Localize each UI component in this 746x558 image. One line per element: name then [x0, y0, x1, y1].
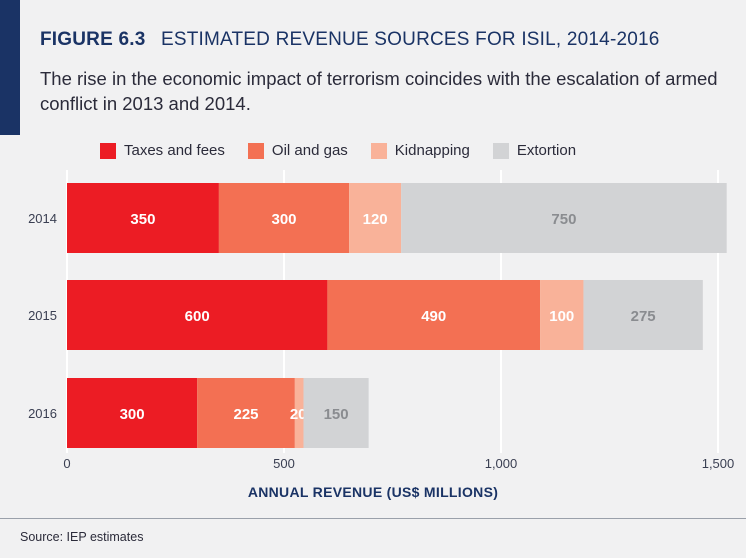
data-label-2016-3: 150 [324, 406, 349, 423]
bar-2014-2 [349, 183, 402, 253]
data-label-2014-2: 120 [363, 211, 388, 228]
legend-item-extortion: Extortion [492, 142, 577, 159]
x-tick-label-0: 0 [63, 456, 70, 471]
bar-2015-2 [540, 280, 584, 350]
category-label-2016: 2016 [28, 406, 57, 421]
bar-2016-3 [303, 378, 369, 448]
bar-2015-3 [583, 280, 703, 350]
x-tick-label-3: 1,500 [702, 456, 735, 471]
data-label-2015-2: 100 [549, 308, 574, 325]
stacked-bar-chart: 2014 350 300 120 750 2015 600 490 100 275 2016 300 2… [28, 170, 735, 471]
chart-legend: Taxes and fees Oil and gas Kidnapping Ex… [100, 142, 599, 159]
source-note: Source: IEP estimates [20, 530, 144, 544]
category-label-2014: 2014 [28, 211, 57, 226]
figure-subtitle: The rise in the economic impact of terro… [40, 68, 718, 114]
bar-2016-1 [197, 378, 295, 448]
data-label-2015-0: 600 [185, 308, 210, 325]
figure-name: ESTIMATED REVENUE SOURCES FOR ISIL, 2014… [160, 29, 660, 50]
bar-2014-3 [401, 183, 727, 253]
legend-swatch-extortion [492, 142, 509, 159]
legend-swatch-oil [247, 142, 264, 159]
bar-2015-0 [67, 280, 328, 350]
bar-2014-0 [67, 183, 219, 253]
x-tick-label-1: 500 [273, 456, 295, 471]
legend-label-taxes: Taxes and fees [124, 142, 225, 159]
bar-2016-2 [294, 378, 304, 448]
legend-label-oil: Oil and gas [271, 142, 348, 159]
legend-item-kidnapping: Kidnapping [370, 142, 470, 159]
data-label-2016-2: 20 [290, 406, 307, 423]
category-label-2015: 2015 [28, 308, 57, 323]
x-axis-title: ANNUAL REVENUE (US$ MILLIONS) [247, 484, 499, 500]
data-label-2014-3: 750 [551, 211, 576, 228]
legend-item-taxes: Taxes and fees [100, 142, 225, 159]
data-label-2014-1: 300 [271, 211, 296, 228]
bar-2016-0 [67, 378, 198, 448]
x-tick-label-2: 1,000 [485, 456, 518, 471]
bar-2014-1 [218, 183, 350, 253]
data-label-2016-0: 300 [120, 406, 145, 423]
legend-swatch-kidnapping [370, 142, 387, 159]
bar-2015-1 [327, 280, 541, 350]
legend-label-extortion: Extortion [516, 142, 577, 159]
legend-label-kidnapping: Kidnapping [394, 142, 470, 159]
figure-number: FIGURE 6.3 [40, 29, 146, 50]
legend-swatch-taxes [100, 142, 116, 159]
figure-title: FIGURE 6.3 ESTIMATED REVENUE SOURCES FOR… [40, 29, 660, 51]
data-label-2015-3: 275 [631, 308, 656, 325]
data-label-2015-1: 490 [421, 308, 446, 325]
footer-divider [0, 518, 746, 519]
data-label-2014-0: 350 [130, 211, 155, 228]
data-label-2016-1: 225 [234, 406, 259, 423]
legend-item-oil: Oil and gas [247, 142, 348, 159]
accent-bar [0, 0, 20, 135]
